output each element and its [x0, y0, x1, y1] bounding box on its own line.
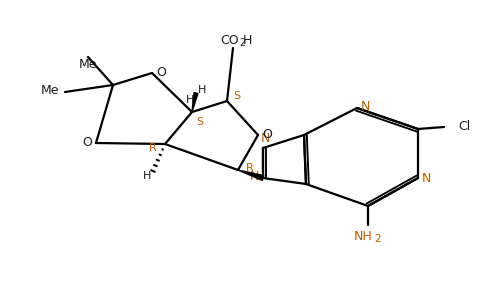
- Text: N: N: [249, 170, 259, 184]
- Text: 2: 2: [375, 234, 382, 244]
- Text: CO: CO: [220, 34, 239, 47]
- Text: N: N: [260, 132, 270, 146]
- Text: R: R: [149, 143, 157, 153]
- Text: O: O: [262, 127, 272, 140]
- Text: H: H: [186, 95, 194, 105]
- Text: O: O: [82, 135, 92, 148]
- Text: N: N: [360, 100, 370, 113]
- Text: 2: 2: [239, 38, 245, 48]
- Text: NH: NH: [354, 230, 372, 244]
- Text: Me: Me: [41, 85, 59, 97]
- Text: R: R: [246, 163, 254, 173]
- Text: Me: Me: [79, 59, 97, 72]
- Text: Cl: Cl: [458, 119, 470, 132]
- Text: H: H: [198, 85, 206, 95]
- Text: S: S: [233, 91, 241, 101]
- Text: S: S: [196, 117, 204, 127]
- Text: O: O: [156, 67, 166, 80]
- Polygon shape: [238, 170, 264, 180]
- Text: H: H: [143, 171, 151, 181]
- Text: H: H: [243, 34, 252, 47]
- Polygon shape: [192, 93, 198, 112]
- Text: N: N: [421, 171, 431, 184]
